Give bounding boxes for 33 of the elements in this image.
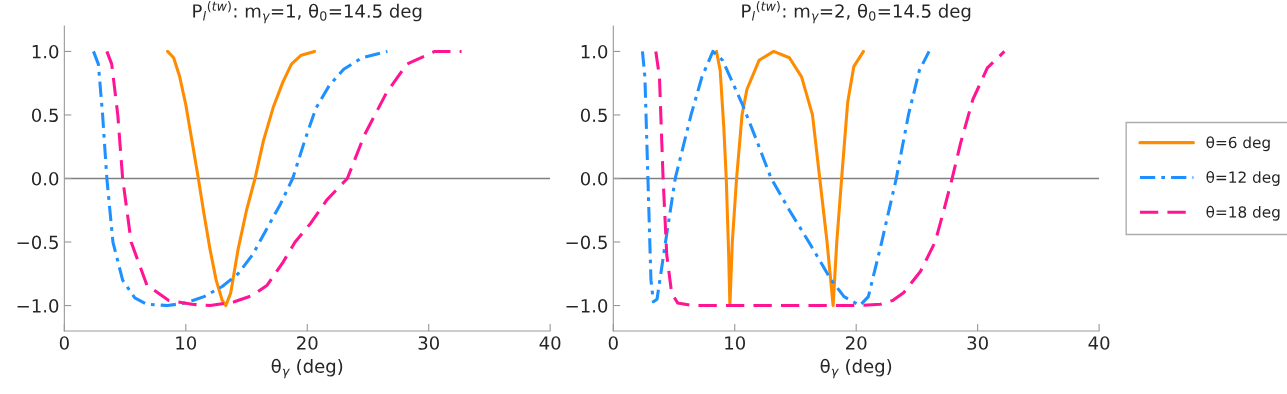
x-tick-label: 20 bbox=[297, 336, 318, 350]
line-series bbox=[91, 49, 389, 308]
line-series bbox=[640, 49, 931, 308]
x-tick-label: 10 bbox=[176, 336, 197, 350]
line-series bbox=[715, 49, 866, 308]
y-tick-label: 0.0 bbox=[580, 171, 608, 186]
y-tick-label: 0.0 bbox=[31, 171, 59, 186]
y-tick-label: 1.0 bbox=[32, 44, 59, 59]
legend-label: θ=18 deg bbox=[1206, 205, 1280, 221]
y-tick-label: −1.0 bbox=[17, 299, 59, 313]
x-tick-label: 30 bbox=[967, 336, 988, 350]
line-series bbox=[166, 49, 317, 308]
chart-title: P$_{l}$$^{(tw)}$: m$_{γ}$=1, θ$_{0}$=14.5 deg bbox=[193, 1, 422, 24]
x-tick-label: 10 bbox=[725, 336, 746, 350]
y-tick-label: 0.5 bbox=[580, 108, 607, 123]
y-tick-label: −0.5 bbox=[566, 235, 607, 250]
y-tick-label: −1.0 bbox=[566, 299, 608, 313]
x-tick-label: 0 bbox=[608, 336, 618, 350]
x-axis-title: θ$_{γ}$ (deg) bbox=[271, 358, 343, 379]
y-tick-label: −0.5 bbox=[17, 235, 58, 250]
x-tick-label: 30 bbox=[418, 336, 439, 350]
legend-label: θ=6 deg bbox=[1206, 136, 1270, 152]
x-tick-label: 40 bbox=[539, 336, 561, 350]
x-tick-label: 40 bbox=[1088, 336, 1110, 350]
y-tick-label: 1.0 bbox=[581, 44, 608, 59]
line-series bbox=[654, 49, 1006, 308]
chart-title: P$_{l}$$^{(tw)}$: m$_{γ}$=2, θ$_{0}$=14.5 deg bbox=[742, 1, 971, 24]
x-axis-title: θ$_{γ}$ (deg) bbox=[820, 358, 892, 379]
x-tick-label: 20 bbox=[846, 336, 867, 350]
y-tick-label: 0.5 bbox=[31, 108, 58, 123]
x-tick-label: 0 bbox=[59, 336, 69, 350]
legend-label: θ=12 deg bbox=[1206, 171, 1280, 186]
line-series bbox=[105, 49, 464, 308]
